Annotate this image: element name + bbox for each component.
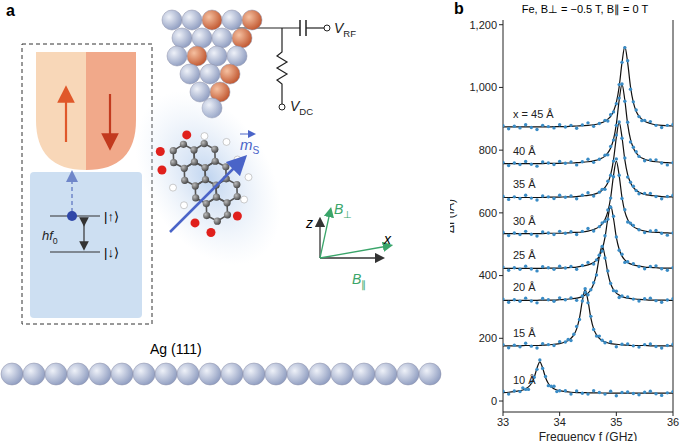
svg-text:hf0: hf0 <box>42 228 58 246</box>
svg-text:B⊥: B⊥ <box>334 201 352 220</box>
svg-text:200: 200 <box>479 332 497 344</box>
svg-text:mS: mS <box>240 136 260 156</box>
svg-text:|↓⟩: |↓⟩ <box>104 245 119 260</box>
svg-text:1,000: 1,000 <box>469 81 497 93</box>
svg-text:Ag (111): Ag (111) <box>150 341 202 357</box>
svg-text:ΔI (fA): ΔI (fA) <box>450 199 457 233</box>
svg-text:0: 0 <box>491 395 497 407</box>
svg-text:VRF: VRF <box>334 20 356 39</box>
svg-text:|↑⟩: |↑⟩ <box>104 209 119 224</box>
svg-text:z: z <box>305 215 313 231</box>
svg-text:x: x <box>383 231 392 247</box>
svg-text:33: 33 <box>497 416 509 428</box>
svg-text:VDC: VDC <box>290 98 313 117</box>
svg-text:1,200: 1,200 <box>469 19 497 31</box>
svg-text:35: 35 <box>610 416 622 428</box>
svg-text:36: 36 <box>667 416 677 428</box>
svg-text:30 Å: 30 Å <box>513 215 536 227</box>
svg-text:35 Å: 35 Å <box>513 178 536 190</box>
svg-text:600: 600 <box>479 207 497 219</box>
svg-text:Frequency f (GHz): Frequency f (GHz) <box>539 430 638 441</box>
svg-text:40 Å: 40 Å <box>513 145 536 157</box>
svg-text:B∥: B∥ <box>352 271 366 291</box>
svg-text:400: 400 <box>479 269 497 281</box>
svg-text:x = 45 Å: x = 45 Å <box>513 108 554 120</box>
html-text:b: b <box>454 0 464 17</box>
svg-text:10 Å: 10 Å <box>513 374 536 386</box>
svg-text:800: 800 <box>479 144 497 156</box>
svg-text:15 Å: 15 Å <box>513 327 536 339</box>
svg-text:25 Å: 25 Å <box>513 249 536 261</box>
html-text:Fe, B⊥ = −0.5 T, B∥ = 0 T: Fe, B⊥ = −0.5 T, B∥ = 0 T <box>521 3 649 15</box>
svg-text:a: a <box>8 2 15 19</box>
svg-text:20 Å: 20 Å <box>513 281 536 293</box>
svg-text:34: 34 <box>554 416 566 428</box>
